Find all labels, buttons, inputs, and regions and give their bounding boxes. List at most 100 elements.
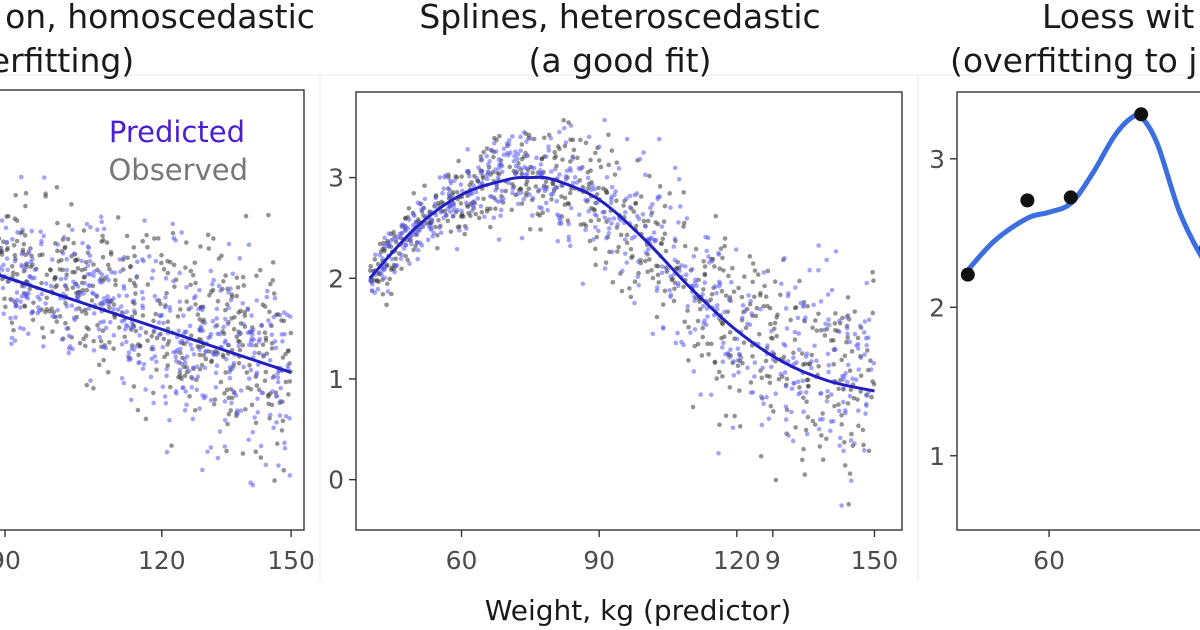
plot-frame <box>956 91 1200 531</box>
predicted-point <box>809 359 814 364</box>
observed-point <box>537 213 542 218</box>
predicted-point <box>416 228 422 234</box>
predicted-point <box>590 183 595 188</box>
predicted-point <box>721 340 726 346</box>
observed-point <box>596 185 601 191</box>
predicted-point <box>515 201 521 207</box>
predicted-point <box>156 320 162 325</box>
observed-point <box>113 277 118 283</box>
predicted-point <box>643 224 648 229</box>
observed-point <box>831 362 837 367</box>
predicted-point <box>465 168 471 174</box>
predicted-point <box>568 205 574 211</box>
predicted-point <box>73 306 79 312</box>
observed-point <box>804 377 810 383</box>
predicted-point <box>572 175 578 180</box>
observed-point <box>271 291 277 296</box>
predicted-point <box>593 224 598 230</box>
observed-point <box>593 262 598 268</box>
predicted-point <box>720 359 726 365</box>
predicted-point <box>585 175 591 181</box>
predicted-point <box>189 346 195 352</box>
predicted-point <box>184 284 189 290</box>
predicted-point <box>852 331 858 337</box>
predicted-point <box>227 369 232 375</box>
predicted-point <box>637 156 643 162</box>
predicted-point <box>758 394 764 399</box>
observed-point <box>9 320 15 326</box>
observed-point <box>50 329 55 334</box>
predicted-point <box>515 151 521 157</box>
predicted-point <box>24 261 30 266</box>
panel-title-line-1: Loess wit <box>1042 0 1194 36</box>
predicted-point <box>162 394 168 399</box>
predicted-point <box>636 216 642 222</box>
predicted-point <box>672 236 678 242</box>
predicted-point <box>208 268 214 274</box>
predicted-point <box>254 298 260 303</box>
observed-point <box>638 194 644 199</box>
predicted-point <box>36 305 41 310</box>
predicted-point <box>839 503 844 508</box>
observed-point <box>279 318 284 323</box>
predicted-point <box>702 280 708 285</box>
observed-point <box>167 259 173 265</box>
observed-point <box>54 184 60 190</box>
observed-point <box>658 241 664 246</box>
predicted-point <box>121 283 127 289</box>
observed-point <box>199 362 205 368</box>
predicted-point <box>250 429 256 435</box>
predicted-point <box>796 331 802 336</box>
predicted-point <box>81 291 86 296</box>
observed-point <box>686 358 691 363</box>
predicted-point <box>657 194 663 199</box>
observed-point <box>763 294 769 299</box>
predicted-point <box>728 279 734 285</box>
observed-point <box>538 227 543 232</box>
predicted-point <box>386 231 392 236</box>
observed-point <box>23 190 29 196</box>
predicted-point <box>236 332 242 337</box>
predicted-point <box>119 319 125 324</box>
observed-point <box>224 302 230 307</box>
predicted-point <box>837 443 842 448</box>
predicted-point <box>141 258 146 264</box>
predicted-point <box>246 376 252 381</box>
predicted-point <box>507 137 512 143</box>
data-point <box>960 267 975 282</box>
predicted-point <box>493 167 498 172</box>
observed-point <box>64 272 69 277</box>
observed-point <box>249 402 255 408</box>
predicted-point <box>193 293 198 299</box>
predicted-point <box>101 344 107 350</box>
observed-point <box>519 142 525 147</box>
predicted-point <box>550 191 555 197</box>
predicted-point <box>722 309 727 315</box>
observed-point <box>526 186 532 192</box>
x-axis-ticks: 60 90 120 150 <box>446 530 898 575</box>
x-axis-ticks: 60 9 <box>765 530 1065 575</box>
predicted-point <box>0 285 6 291</box>
predicted-point <box>177 270 182 276</box>
panel-title-line-2: erfitting) <box>0 41 134 80</box>
observed-point <box>380 291 386 297</box>
observed-point <box>279 428 285 433</box>
predicted-point <box>271 425 276 431</box>
observed-point <box>491 154 496 160</box>
observed-point <box>159 252 164 258</box>
predicted-point <box>561 125 567 131</box>
predicted-point <box>190 365 196 370</box>
observed-point <box>91 262 96 267</box>
observed-point <box>164 351 170 357</box>
observed-point <box>481 149 486 155</box>
panel-title-line-1: Splines, heteroscedastic <box>419 0 820 36</box>
x-tick-label: 90 <box>583 546 615 575</box>
predicted-point <box>14 290 20 295</box>
observed-point <box>606 132 611 138</box>
predicted-point <box>691 369 697 374</box>
predicted-point <box>464 226 469 231</box>
predicted-point <box>264 294 270 300</box>
predicted-point <box>524 166 529 171</box>
predicted-point <box>624 196 629 202</box>
observed-point <box>145 338 150 343</box>
